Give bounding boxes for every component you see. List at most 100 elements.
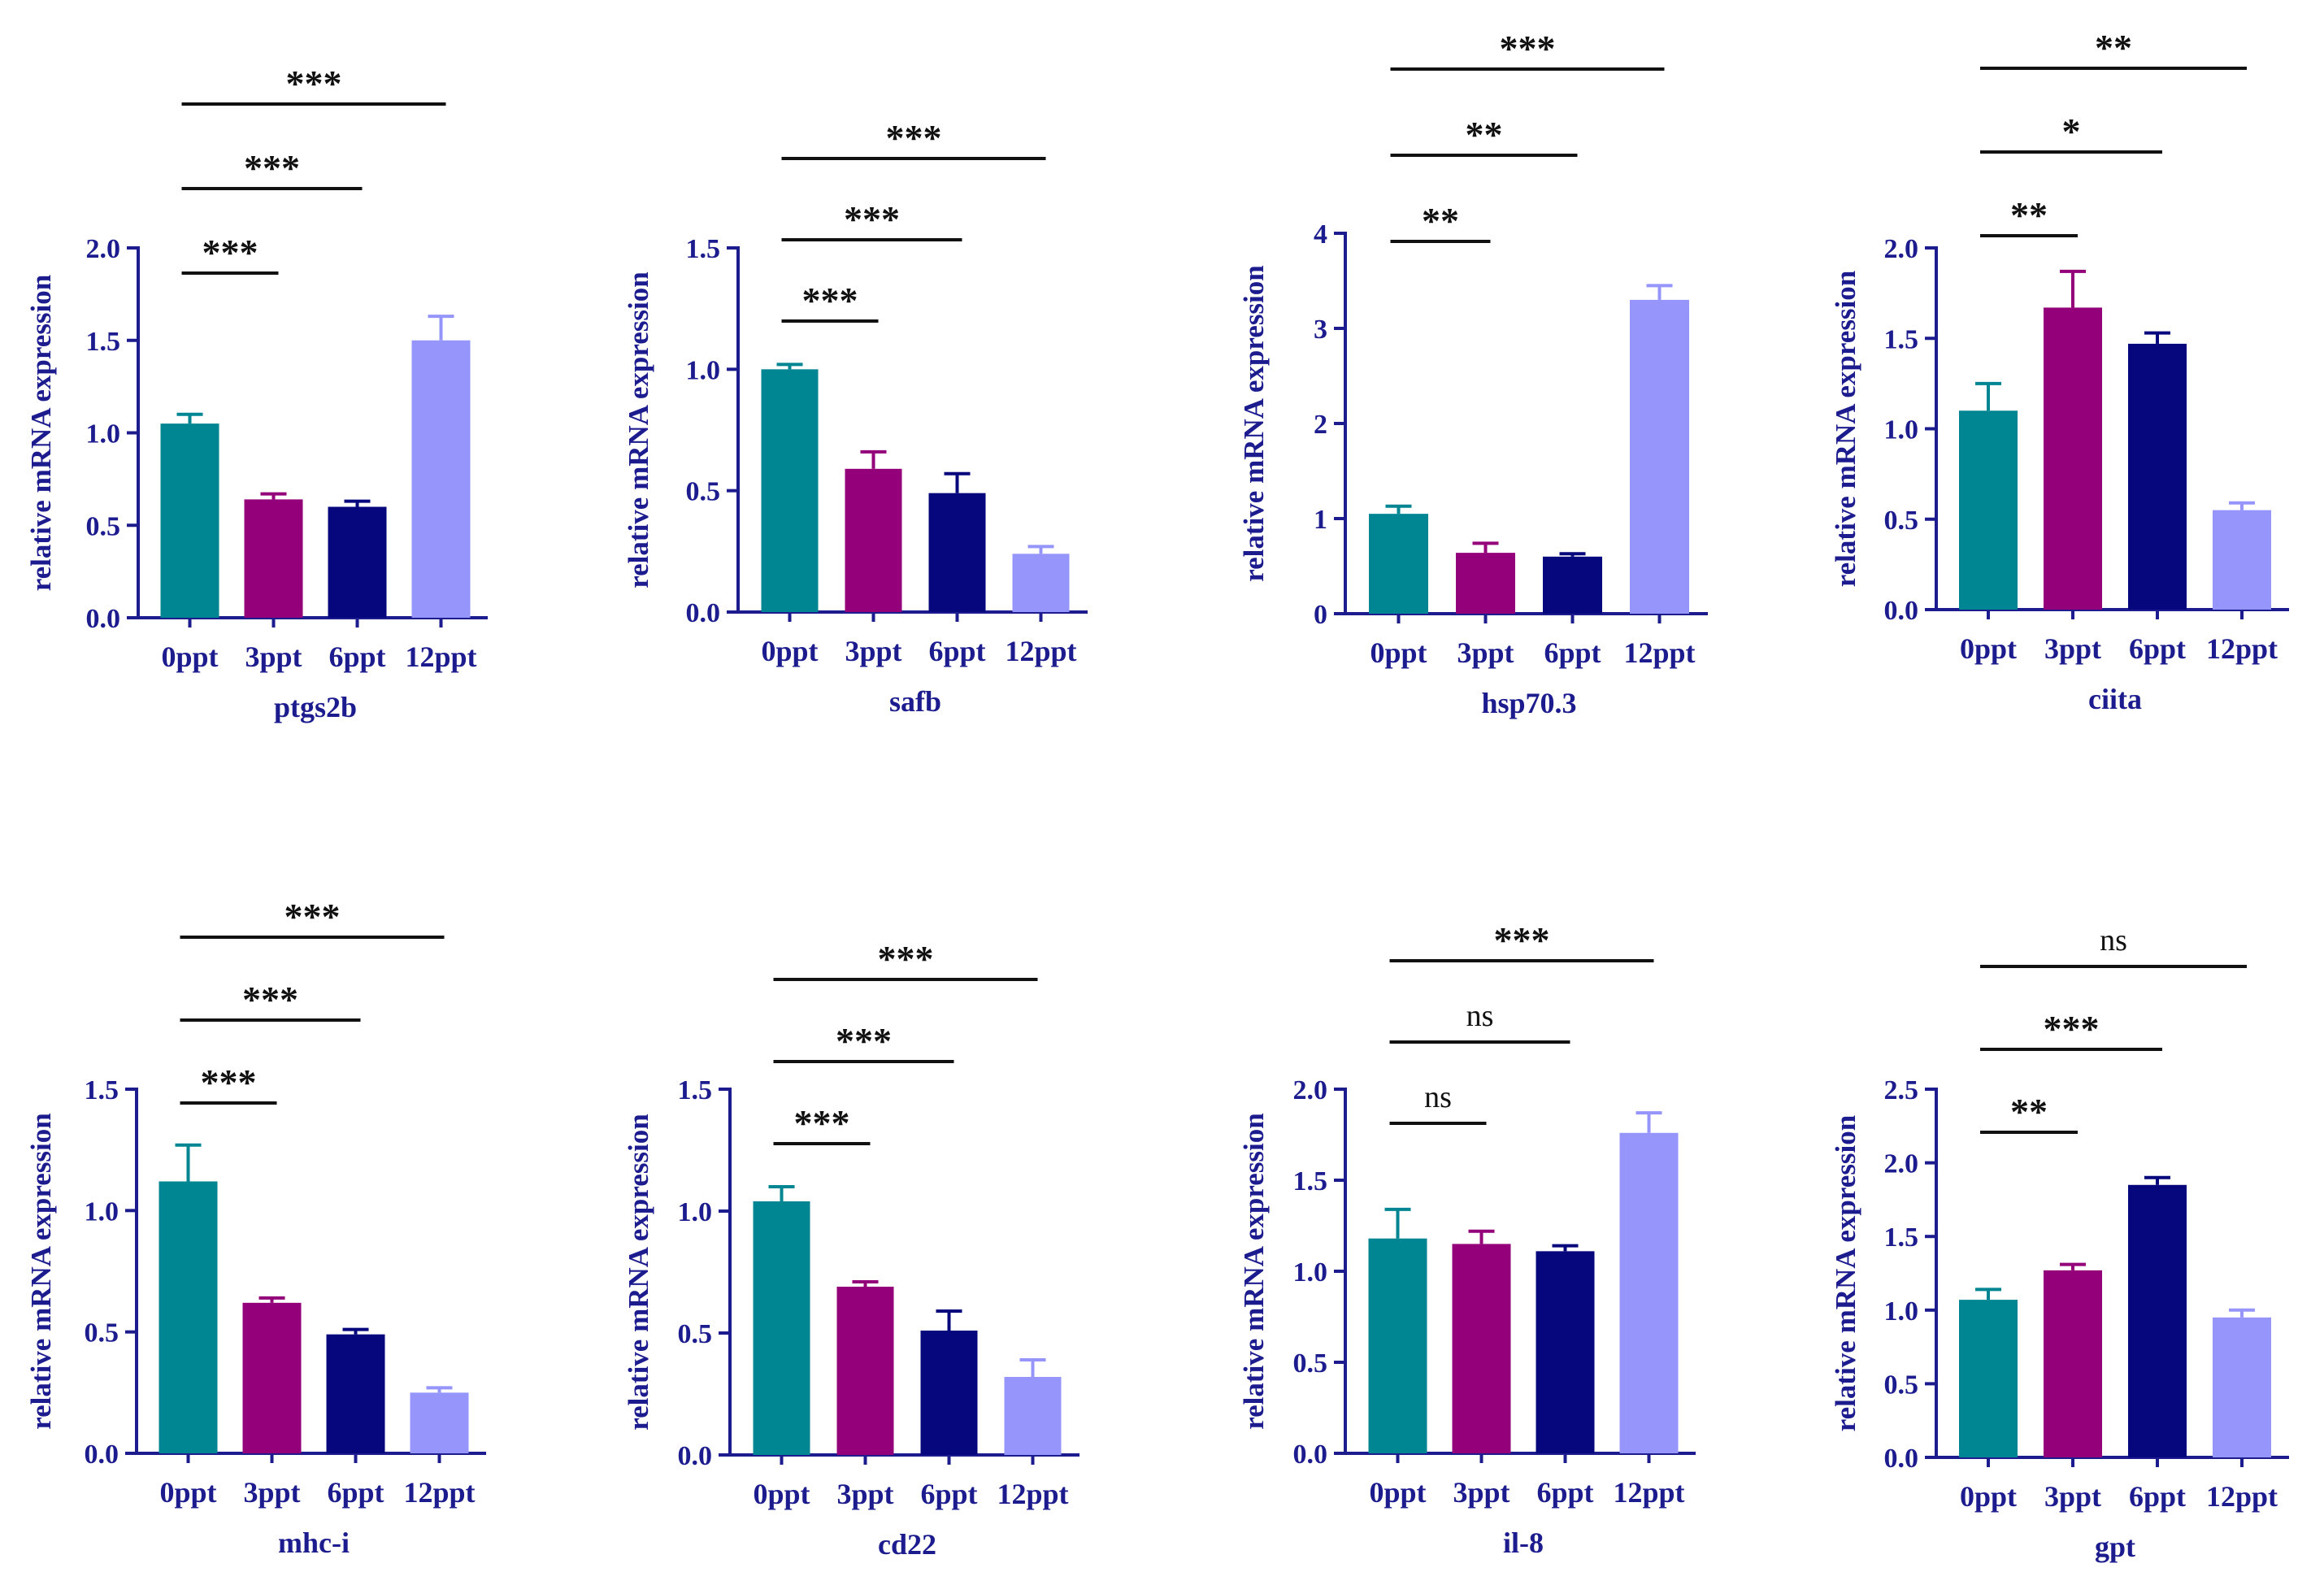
gene-label: il-8: [1503, 1526, 1544, 1559]
chart-svg-hsp70.3: relative mRNA expression 0 1 2 3 4 0ppt 3ppt 6pp…: [1238, 28, 1708, 719]
significance-label: ***: [794, 1102, 850, 1144]
bar-3ppt: [242, 1302, 302, 1453]
chart-panel-mhc-i: relative mRNA expression 0.0 0.5 1.0 1.5 0ppt…: [0, 792, 569, 1585]
x-tick-label-3ppt: 3ppt: [243, 1476, 300, 1509]
x-tick-label-3ppt: 3ppt: [836, 1478, 893, 1510]
bar-3ppt: [2044, 1270, 2102, 1457]
y-tick-label: 2.0: [1884, 234, 1919, 264]
y-tick-label: 2: [1314, 410, 1327, 440]
x-tick-label-6ppt: 6ppt: [2129, 1480, 2186, 1513]
x-tick-label-3ppt: 3ppt: [2044, 632, 2101, 665]
x-tick-label-6ppt: 6ppt: [1544, 636, 1601, 669]
y-tick-label: 1.5: [85, 1075, 119, 1105]
x-tick-label-0ppt: 0ppt: [761, 635, 818, 667]
significance-label: ***: [802, 280, 858, 321]
y-tick-label: 1.5: [678, 1075, 713, 1105]
y-tick-label: 1.0: [85, 1196, 119, 1227]
x-tick-label-3ppt: 3ppt: [245, 641, 302, 673]
y-tick-label: 2.0: [1884, 1149, 1919, 1179]
x-tick-label-12ppt: 12ppt: [1623, 636, 1695, 669]
bar-12ppt: [411, 340, 471, 618]
bar-3ppt: [1452, 1244, 1511, 1453]
x-tick-label-0ppt: 0ppt: [1370, 636, 1427, 669]
significance-label: ***: [285, 896, 341, 937]
x-tick-label-0ppt: 0ppt: [1960, 632, 2017, 665]
x-tick-label-6ppt: 6ppt: [327, 1476, 384, 1509]
significance-label: ***: [886, 117, 942, 158]
gene-label: safb: [889, 685, 941, 718]
bar-0ppt: [761, 369, 819, 612]
bar-3ppt: [2044, 307, 2102, 610]
chart-svg-ciita: relative mRNA expression 0.0 0.5 1.0 1.5 2.0 0…: [1830, 27, 2289, 715]
x-tick-label-0ppt: 0ppt: [753, 1478, 810, 1510]
bar-0ppt: [1959, 1300, 2018, 1457]
significance-label: ns: [1424, 1080, 1452, 1114]
chart-svg-safb: relative mRNA expression 0.0 0.5 1.0 1.5 0ppt…: [623, 117, 1088, 718]
bar-6ppt: [1536, 1251, 1595, 1453]
significance-label: ***: [844, 198, 900, 240]
x-tick-label-12ppt: 12ppt: [2206, 632, 2278, 665]
y-tick-label: 1.0: [1884, 1296, 1919, 1327]
y-tick-label: 2.0: [1293, 1075, 1328, 1105]
x-tick-label-6ppt: 6ppt: [2129, 632, 2186, 665]
y-axis-title: relative mRNA expression: [1830, 1115, 1861, 1432]
significance-label: ***: [201, 1062, 257, 1103]
chart-panel-il-8: relative mRNA expression 0.0 0.5 1.0 1.5 2.0 0…: [1213, 792, 1782, 1585]
chart-panel-safb: relative mRNA expression 0.0 0.5 1.0 1.5 0ppt…: [597, 0, 1166, 792]
y-tick-label: 0.0: [86, 604, 121, 634]
y-tick-label: 1.5: [1884, 324, 1919, 354]
y-tick-label: 0.0: [1293, 1440, 1328, 1470]
bar-12ppt: [1004, 1377, 1062, 1455]
y-tick-label: 2.5: [1884, 1075, 1919, 1105]
bar-6ppt: [928, 493, 986, 612]
bar-12ppt: [2213, 1317, 2271, 1457]
y-axis-title: relative mRNA expression: [25, 1113, 57, 1430]
y-tick-label: 0.0: [85, 1440, 119, 1470]
bar-12ppt: [410, 1392, 469, 1453]
significance-label: ***: [286, 63, 342, 104]
chart-svg-gpt: relative mRNA expression 0.0 0.5 1.0 1.5 2.0 2…: [1830, 923, 2289, 1563]
significance-label: ***: [2044, 1008, 2100, 1049]
bar-0ppt: [160, 423, 219, 618]
y-tick-label: 0.5: [1884, 1370, 1919, 1400]
x-tick-label-6ppt: 6ppt: [328, 641, 385, 673]
bar-3ppt: [836, 1287, 894, 1455]
chart-svg-il-8: relative mRNA expression 0.0 0.5 1.0 1.5 2.0 0…: [1238, 919, 1696, 1559]
x-tick-label-0ppt: 0ppt: [1369, 1476, 1426, 1509]
y-axis-title: relative mRNA expression: [1830, 271, 1861, 588]
y-axis-title: relative mRNA expression: [1238, 265, 1270, 582]
bar-6ppt: [1543, 556, 1602, 614]
y-tick-label: 4: [1314, 219, 1327, 250]
bar-12ppt: [1619, 1132, 1679, 1453]
significance-label: ***: [244, 147, 300, 189]
significance-label: ***: [1500, 28, 1556, 69]
x-tick-label-0ppt: 0ppt: [159, 1476, 216, 1509]
x-tick-label-3ppt: 3ppt: [2044, 1480, 2101, 1513]
chart-panel-ciita: relative mRNA expression 0.0 0.5 1.0 1.5 2.0 0…: [1805, 0, 2324, 792]
chart-panel-gpt: relative mRNA expression 0.0 0.5 1.0 1.5 2.0 2…: [1805, 792, 2324, 1585]
bar-0ppt: [1369, 514, 1428, 614]
significance-label: ***: [202, 232, 258, 273]
gene-label: ciita: [2088, 683, 2142, 715]
gene-label: ptgs2b: [274, 691, 357, 723]
y-tick-label: 3: [1314, 315, 1327, 345]
x-tick-label-12ppt: 12ppt: [2206, 1480, 2278, 1513]
x-tick-label-12ppt: 12ppt: [403, 1476, 475, 1509]
x-tick-label-12ppt: 12ppt: [405, 641, 476, 673]
y-tick-label: 0.5: [686, 477, 721, 507]
y-tick-label: 1.0: [1884, 415, 1919, 445]
significance-label: ***: [836, 1020, 892, 1062]
y-tick-label: 1.5: [1884, 1222, 1919, 1253]
significance-label: **: [2010, 1091, 2048, 1132]
chart-panel-ptgs2b: relative mRNA expression 0.0 0.5 1.0 1.5 2.0 0…: [0, 0, 569, 792]
x-tick-label-3ppt: 3ppt: [845, 635, 901, 667]
chart-svg-cd22: relative mRNA expression 0.0 0.5 1.0 1.5 0ppt…: [623, 938, 1079, 1561]
bar-6ppt: [328, 506, 387, 618]
y-tick-label: 0.5: [1293, 1348, 1328, 1379]
bar-6ppt: [2128, 1184, 2187, 1457]
bar-12ppt: [1012, 554, 1070, 612]
bar-0ppt: [753, 1201, 810, 1455]
y-axis-title: relative mRNA expression: [623, 271, 654, 588]
bar-0ppt: [1959, 410, 2018, 610]
